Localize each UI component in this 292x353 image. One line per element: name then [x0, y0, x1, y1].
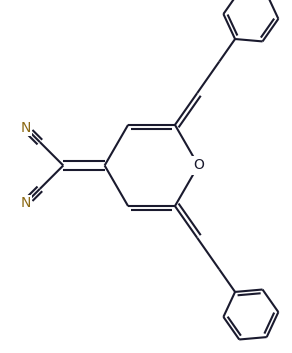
Text: N: N [21, 121, 31, 135]
Text: N: N [21, 196, 31, 210]
Text: O: O [193, 158, 204, 173]
